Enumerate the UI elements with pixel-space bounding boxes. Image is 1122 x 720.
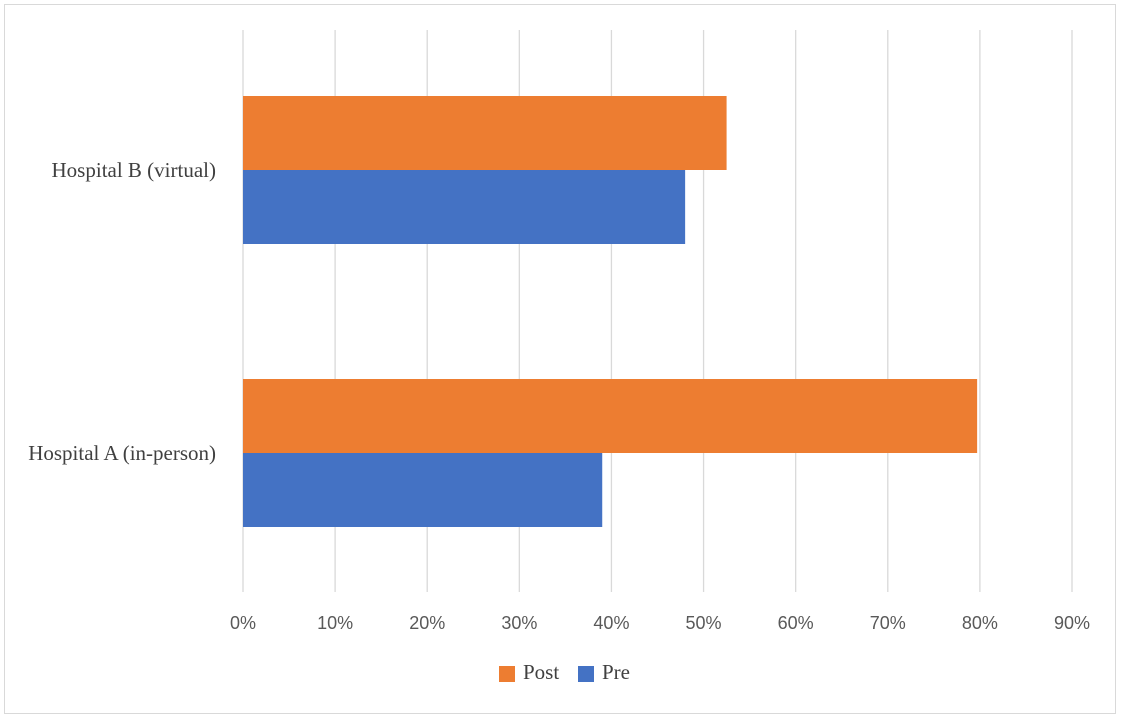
x-tick-label: 0% bbox=[230, 613, 256, 633]
bars bbox=[243, 96, 978, 527]
category-label: Hospital B (virtual) bbox=[52, 158, 216, 182]
x-tick-label: 40% bbox=[593, 613, 629, 633]
x-tick-label: 10% bbox=[317, 613, 353, 633]
legend: Post Pre bbox=[499, 660, 630, 684]
x-tick-label: 60% bbox=[778, 613, 814, 633]
legend-swatch bbox=[578, 666, 594, 682]
x-tick-label: 70% bbox=[870, 613, 906, 633]
legend-label: Post bbox=[523, 660, 559, 684]
category-labels: Hospital A (in-person) Hospital B (virtua… bbox=[28, 158, 216, 465]
legend-swatch bbox=[499, 666, 515, 682]
x-tick-label: 80% bbox=[962, 613, 998, 633]
x-tick-label: 50% bbox=[686, 613, 722, 633]
chart-frame bbox=[4, 4, 1116, 714]
category-label: Hospital A (in-person) bbox=[28, 441, 216, 465]
x-tick-labels: 0% 10% 20% 30% 40% 50% 60% 70% 80% 90% bbox=[230, 613, 1090, 633]
bar-post bbox=[243, 96, 727, 170]
legend-label: Pre bbox=[602, 660, 630, 684]
x-tick-label: 90% bbox=[1054, 613, 1090, 633]
bar-pre bbox=[243, 453, 603, 527]
bar-pre bbox=[243, 170, 686, 244]
x-tick-label: 30% bbox=[501, 613, 537, 633]
bar-post bbox=[243, 379, 978, 453]
x-tick-label: 20% bbox=[409, 613, 445, 633]
